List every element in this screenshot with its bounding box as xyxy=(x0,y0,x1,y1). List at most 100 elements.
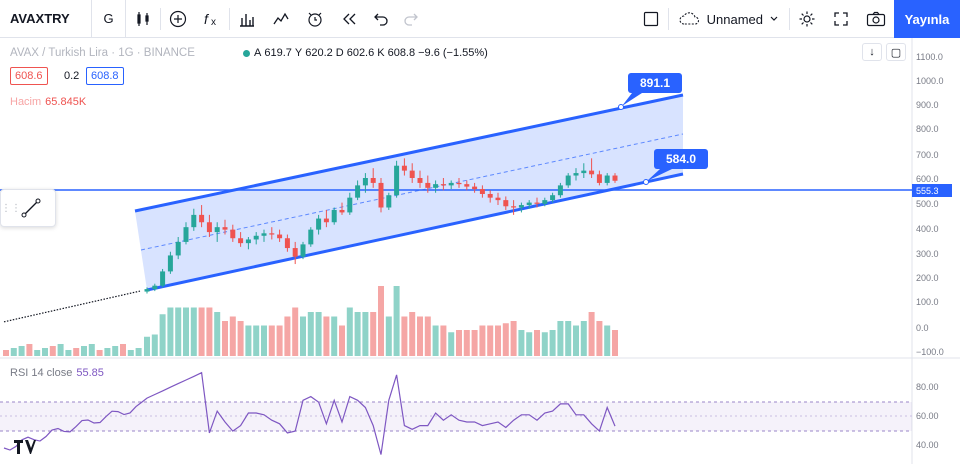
channel-lower-line[interactable] xyxy=(146,172,684,292)
candle-body xyxy=(316,218,322,230)
drag-handle-icon[interactable]: ⋮⋮ xyxy=(1,202,21,214)
candle-body xyxy=(581,170,587,174)
interval-button[interactable]: G xyxy=(92,0,126,38)
volume-bar xyxy=(315,312,322,356)
volume-bar xyxy=(144,336,150,356)
rsi-legend[interactable]: RSI 14 close 55.85 xyxy=(10,367,104,379)
volume-bar xyxy=(549,330,556,356)
replay-icon[interactable] xyxy=(332,0,366,38)
rsi-line xyxy=(3,371,616,455)
volume-bar xyxy=(292,307,299,356)
candle-body xyxy=(448,182,454,186)
candle-body xyxy=(292,248,298,257)
fullscreen-layout-icon[interactable] xyxy=(634,0,668,38)
ohlc-values: A 619.7 Y 620.2 D 602.6 K 608.8 −9.6 (−1.55%… xyxy=(254,47,488,59)
volume-bar xyxy=(18,346,25,356)
sell-price-button[interactable]: 608.6 xyxy=(10,67,48,85)
volume-bar xyxy=(448,332,455,356)
symbol-search-button[interactable]: AVAXTRY xyxy=(0,0,92,38)
volume-bar xyxy=(175,307,182,356)
upper-price-callout[interactable]: 891.1 xyxy=(622,73,682,106)
candle-body xyxy=(417,178,423,183)
volume-series xyxy=(3,286,618,356)
chart-title[interactable]: AVAX / Turkish Lira · 1G · BINANCE xyxy=(10,47,195,59)
rsi-tick: 40.00 xyxy=(916,440,939,450)
layout-name-label: Unnamed xyxy=(706,11,763,27)
volume-bar xyxy=(81,346,87,356)
rsi-label: RSI 14 close xyxy=(10,367,73,379)
candle-body xyxy=(339,209,345,213)
candle-body xyxy=(479,189,485,194)
scroll-down-icon[interactable]: ↓ xyxy=(862,43,882,61)
layout-icon[interactable] xyxy=(230,0,264,38)
candle-body xyxy=(144,289,150,292)
spread-value: 0.2 xyxy=(64,70,80,82)
volume-bar xyxy=(49,346,56,356)
channel-anchor[interactable] xyxy=(643,179,649,185)
volume-bar xyxy=(588,312,595,356)
price-tick: −100.0 xyxy=(916,347,944,357)
alert-icon[interactable] xyxy=(298,0,332,38)
candle-body xyxy=(284,238,290,249)
candle-body xyxy=(355,185,361,198)
publish-button[interactable]: Yayınla xyxy=(894,0,960,38)
camera-icon[interactable] xyxy=(858,0,894,38)
high-label: Y xyxy=(294,47,303,59)
volume-bar xyxy=(151,334,158,356)
maximize-pane-icon[interactable]: ▢ xyxy=(886,43,906,61)
candle-body xyxy=(565,175,571,186)
tradingview-logo-icon[interactable] xyxy=(14,440,36,458)
price-tick: 600.0 xyxy=(916,174,939,184)
toolbar-divider xyxy=(229,7,230,30)
candle-body xyxy=(604,175,610,183)
volume-bar xyxy=(307,312,314,356)
volume-bar xyxy=(300,316,306,356)
volume-legend[interactable]: Hacim 65.845K xyxy=(10,96,86,108)
volume-bar xyxy=(183,307,189,356)
candle-body xyxy=(230,229,236,239)
add-indicator-icon[interactable] xyxy=(161,0,195,38)
channel-upper-line[interactable] xyxy=(134,93,684,213)
volume-bar xyxy=(26,344,33,356)
fullscreen-icon[interactable] xyxy=(824,0,858,38)
candle-body xyxy=(323,218,329,223)
candle-body xyxy=(308,229,314,245)
volume-bar xyxy=(127,350,134,356)
undo-icon[interactable] xyxy=(366,0,396,38)
toolbar-divider xyxy=(160,7,161,30)
candle-body xyxy=(542,200,548,204)
open-label: A xyxy=(254,47,262,59)
candle-body xyxy=(238,238,244,244)
candle-body xyxy=(409,170,415,178)
volume-bar xyxy=(534,330,540,356)
redo-icon[interactable] xyxy=(396,0,426,38)
layout-name-button[interactable]: Unnamed xyxy=(669,0,789,38)
volume-bar xyxy=(284,316,291,356)
compare-icon[interactable] xyxy=(264,0,298,38)
trend-line-icon[interactable] xyxy=(17,194,45,222)
floating-drawing-toolbar[interactable]: ⋮⋮ xyxy=(0,189,56,227)
volume-bar xyxy=(573,325,579,356)
volume-bar xyxy=(245,325,252,356)
volume-bar xyxy=(10,348,17,356)
volume-bar xyxy=(510,321,517,356)
candle-body xyxy=(261,233,267,236)
gear-icon[interactable] xyxy=(790,0,824,38)
candles-icon[interactable] xyxy=(126,0,160,38)
candle-body xyxy=(300,244,306,257)
candle-body xyxy=(518,205,524,208)
candle-body xyxy=(214,227,220,233)
candle-body xyxy=(191,214,197,228)
candle-body xyxy=(175,241,181,256)
volume-bar xyxy=(565,321,572,356)
buy-price-button[interactable]: 608.8 xyxy=(86,67,124,85)
price-tick: 700.0 xyxy=(916,150,939,160)
price-axis[interactable]: 1100.0 1000.0 900.0 800.0 700.0 600.0 50… xyxy=(916,52,944,357)
lower-price-callout[interactable]: 584.0 xyxy=(647,149,708,181)
volume-bar xyxy=(104,348,111,356)
chevron-down-icon xyxy=(770,16,778,21)
candle-body xyxy=(433,184,439,188)
volume-bar xyxy=(222,321,228,356)
